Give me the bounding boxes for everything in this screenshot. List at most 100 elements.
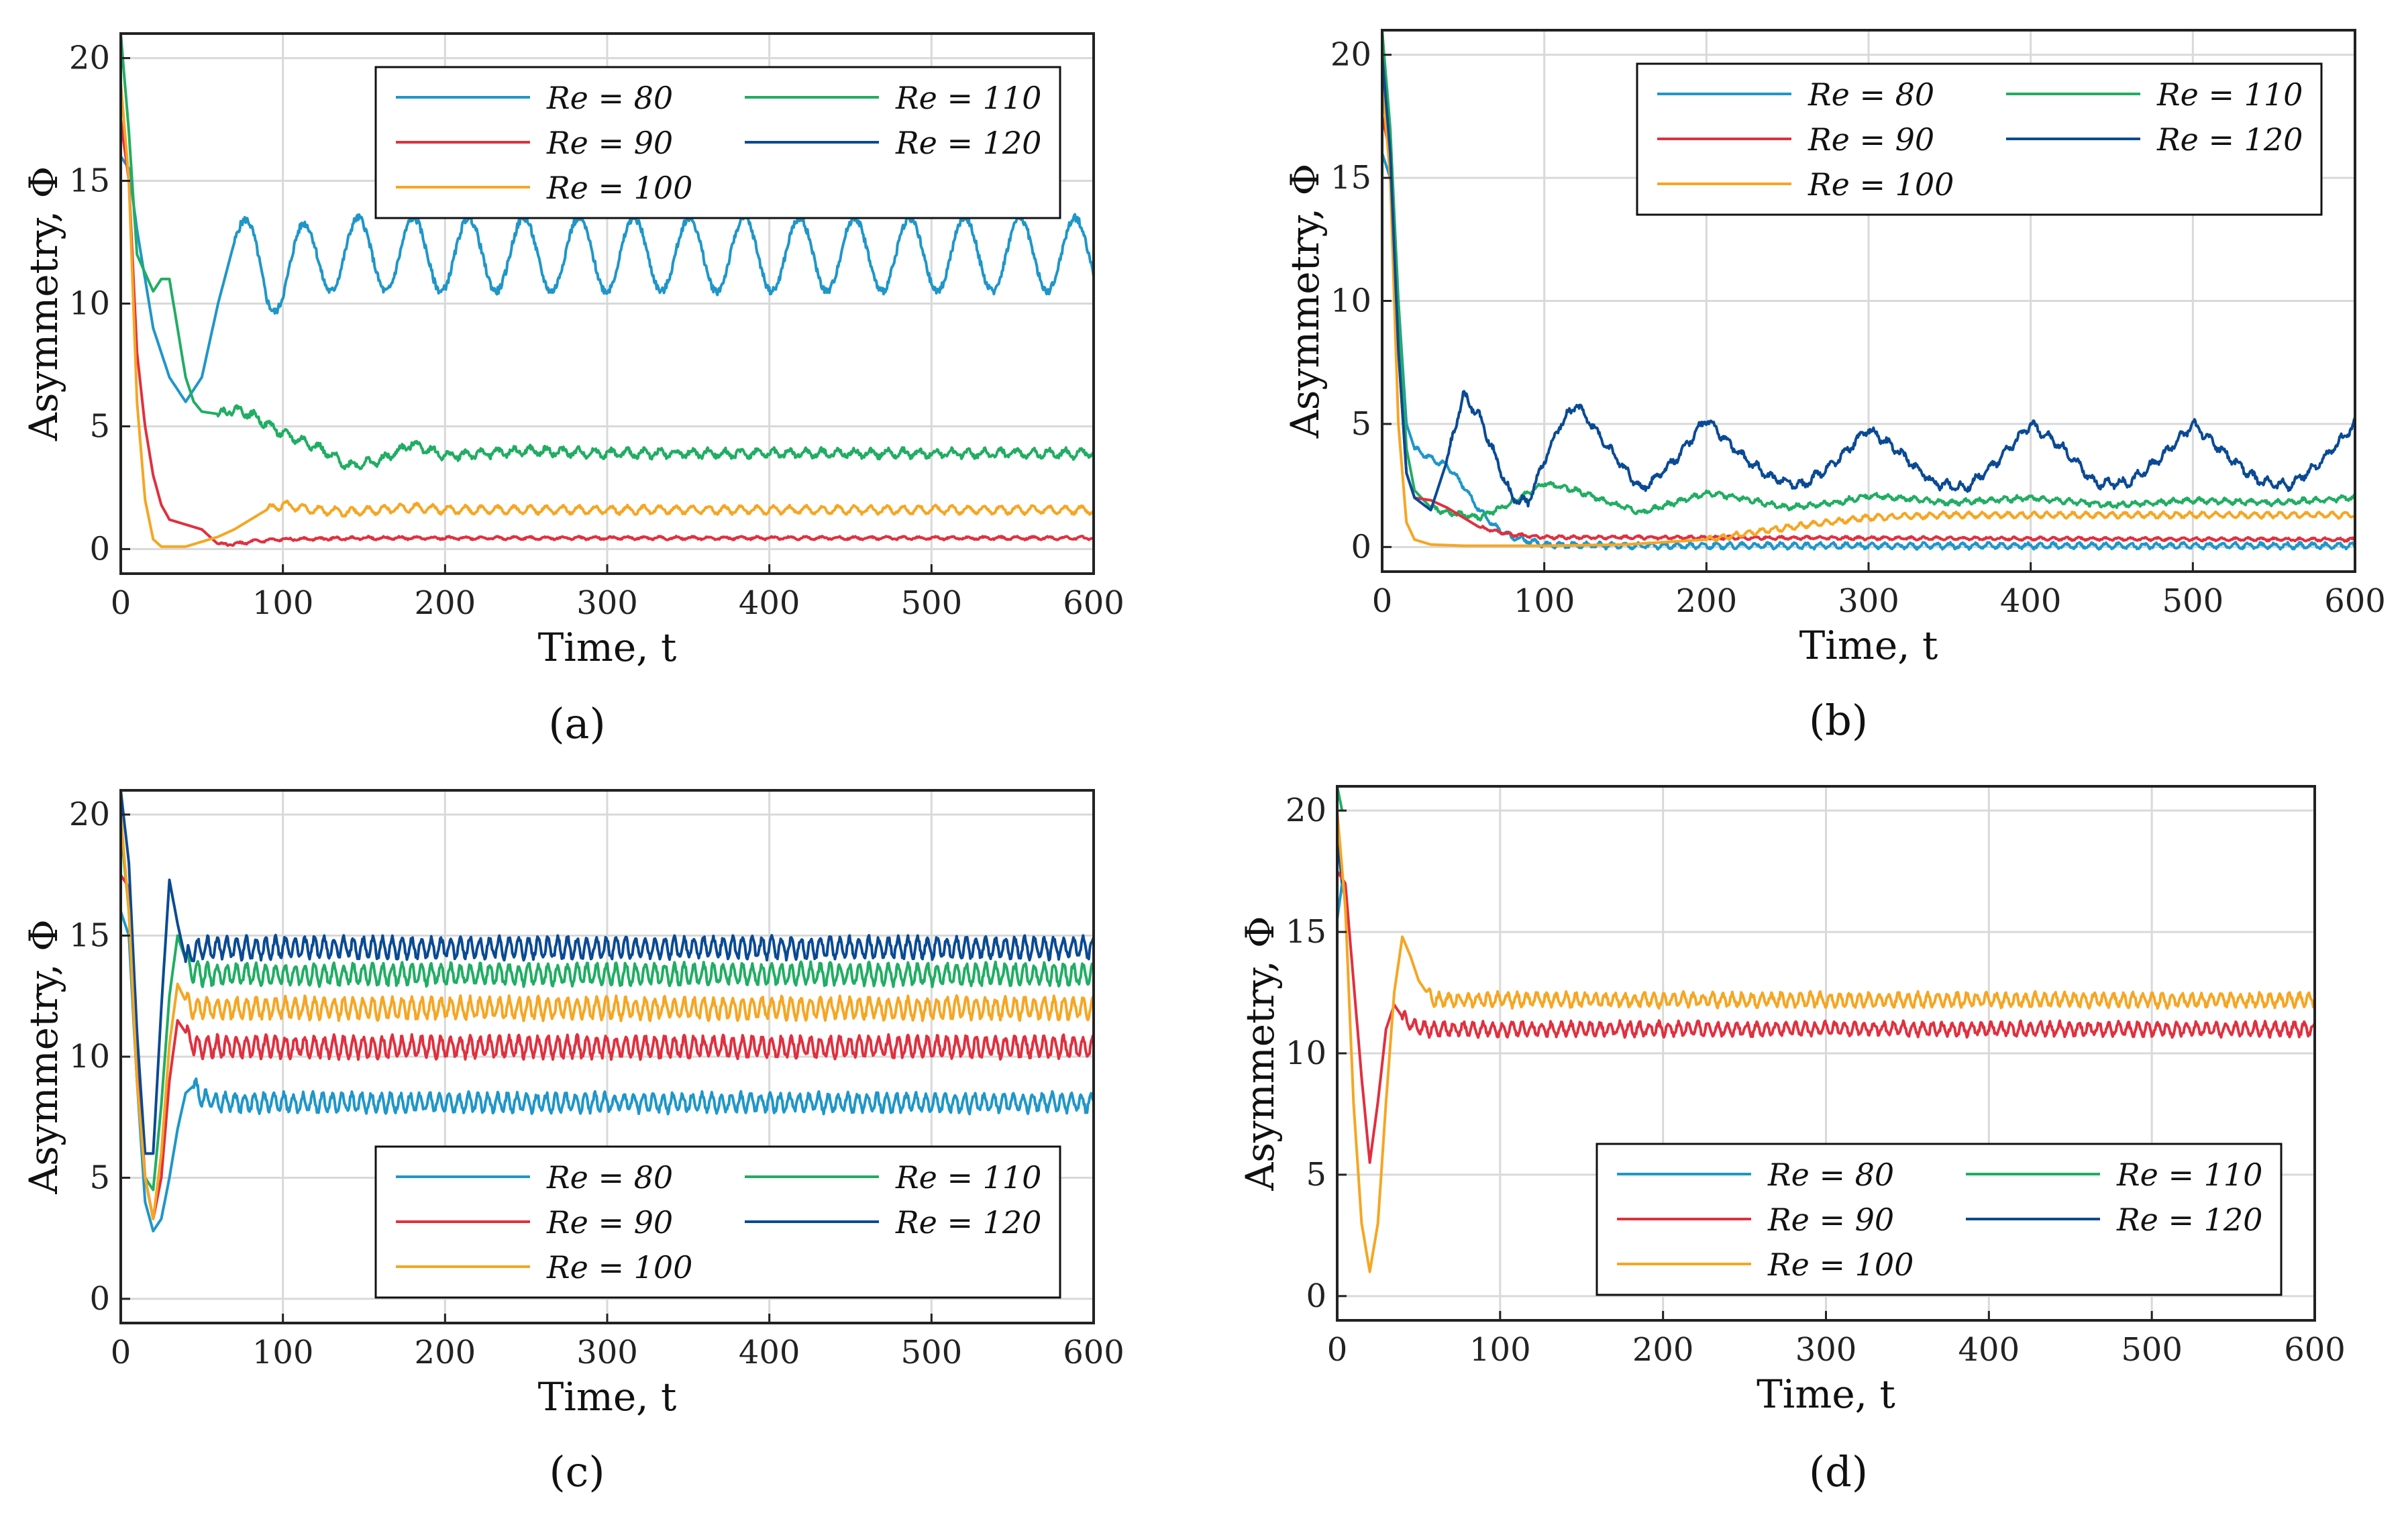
x-tick-label: 200: [1632, 1331, 1694, 1369]
x-axis-label: Time, t: [538, 625, 677, 670]
x-axis-label: Time, t: [538, 1374, 677, 1420]
y-tick-label: 0: [89, 1280, 110, 1318]
x-tick-label: 200: [415, 584, 476, 622]
y-axis-label: Asymmetry, Φ: [1282, 164, 1328, 439]
x-tick-label: 400: [739, 584, 800, 622]
legend: Re = 80 Re = 110 Re = 90 Re = 120 Re = 100: [374, 66, 1061, 219]
x-tick-label: 600: [1063, 1334, 1124, 1371]
x-tick-label: 600: [2284, 1331, 2346, 1369]
x-tick-label: 0: [111, 584, 132, 622]
panel-c: 0 100 200 300 400 500 600 0 5 10 15 20 Time, t Asymme…: [21, 789, 1124, 1496]
series-line-re100: [121, 814, 1094, 1220]
series-group: [121, 34, 1094, 548]
legend-label: Re = 100: [546, 170, 692, 206]
panel-a: 0 100 200 300 400 500 600 0 5 10 15 20 Time, t Asymme…: [21, 32, 1124, 748]
y-tick-label: 5: [89, 407, 110, 445]
series-line-re90: [121, 119, 1094, 547]
series-line-re120: [1382, 54, 2355, 512]
legend-label: Re = 100: [1767, 1247, 1914, 1283]
x-tick-label: 200: [415, 1334, 476, 1371]
legend: Re = 80 Re = 110 Re = 90 Re = 120 Re = 100: [374, 1145, 1061, 1299]
panel-caption: (a): [548, 699, 605, 748]
y-tick-label: 10: [69, 1038, 110, 1075]
series-group: [121, 790, 1094, 1232]
legend-label: Re = 80: [546, 80, 673, 116]
series-line-re100: [121, 83, 1094, 548]
x-tick-label: 100: [252, 584, 314, 622]
y-tick-label: 0: [89, 530, 110, 568]
x-tick-label: 600: [1063, 584, 1124, 622]
y-axis-label: Asymmetry, Φ: [1237, 916, 1283, 1191]
x-axis-label: Time, t: [1799, 623, 1938, 668]
x-tick-label: 0: [111, 1334, 132, 1371]
series-line-re100: [1337, 810, 2315, 1273]
y-tick-label: 20: [1286, 792, 1326, 829]
legend-label: Re = 90: [1767, 1202, 1894, 1238]
legend-label: Re = 100: [1808, 166, 1954, 203]
legend-label: Re = 90: [546, 125, 673, 161]
x-tick-label: 0: [1327, 1331, 1348, 1369]
x-tick-label: 400: [1958, 1331, 2020, 1369]
x-tick-label: 0: [1372, 582, 1393, 620]
y-axis-label: Asymmetry, Φ: [21, 919, 66, 1194]
y-tick-label: 0: [1351, 528, 1371, 566]
legend-label: Re = 120: [895, 125, 1041, 161]
legend-label: Re = 80: [546, 1159, 673, 1196]
x-tick-label: 500: [2162, 582, 2224, 620]
x-tick-label: 400: [739, 1334, 800, 1371]
x-tick-label: 300: [576, 584, 638, 622]
y-axis-label: Asymmetry, Φ: [21, 166, 66, 441]
series-line-re110: [121, 826, 1094, 1192]
x-tick-label: 500: [901, 1334, 963, 1371]
panel-caption: (d): [1809, 1447, 1868, 1496]
series-line-re90: [1382, 115, 2355, 543]
legend-label: Re = 120: [2116, 1202, 2262, 1238]
legend-label: Re = 110: [2156, 76, 2303, 113]
y-tick-label: 15: [1286, 913, 1326, 951]
series-line-re100: [1382, 79, 2355, 547]
legend-label: Re = 110: [2116, 1157, 2262, 1193]
series-line-re90: [121, 874, 1094, 1220]
y-tick-label: 15: [69, 162, 110, 200]
series-line-re110: [121, 34, 1094, 470]
series-line-re110: [1382, 30, 2355, 522]
y-tick-label: 10: [69, 285, 110, 323]
legend-label: Re = 110: [895, 80, 1041, 116]
x-tick-label: 100: [1469, 1331, 1531, 1369]
x-axis-label: Time, t: [1757, 1371, 1895, 1417]
y-tick-label: 5: [1306, 1156, 1326, 1194]
legend-label: Re = 80: [1808, 76, 1934, 113]
y-tick-label: 10: [1330, 282, 1371, 320]
panel-caption: (b): [1809, 696, 1868, 745]
x-tick-label: 400: [2000, 582, 2062, 620]
y-tick-label: 15: [69, 917, 110, 955]
x-tick-label: 200: [1676, 582, 1738, 620]
x-tick-label: 300: [576, 1334, 638, 1371]
legend-box: [374, 66, 1061, 219]
series-group: [1382, 30, 2355, 551]
series-line-re120: [121, 790, 1094, 1155]
y-tick-label: 5: [89, 1159, 110, 1196]
legend-label: Re = 80: [1767, 1157, 1894, 1193]
y-tick-label: 20: [1330, 36, 1371, 74]
legend-label: Re = 90: [546, 1204, 673, 1241]
x-tick-label: 100: [1514, 582, 1575, 620]
panel-b: 0 100 200 300 400 500 600 0 5 10 15 20 Time, t Asymme…: [1282, 29, 2386, 745]
x-tick-label: 300: [1838, 582, 1899, 620]
y-tick-label: 10: [1286, 1035, 1326, 1072]
series-line-re80: [121, 910, 1094, 1232]
legend-label: Re = 110: [895, 1159, 1041, 1196]
x-tick-label: 300: [1795, 1331, 1857, 1369]
y-tick-label: 20: [69, 796, 110, 833]
y-tick-label: 20: [69, 40, 110, 77]
legend-label: Re = 100: [546, 1249, 692, 1285]
legend: Re = 80 Re = 110 Re = 90 Re = 120 Re = 100: [1636, 62, 2323, 216]
legend-label: Re = 120: [2156, 121, 2303, 158]
series-line-re90: [1337, 870, 2315, 1164]
legend: Re = 80 Re = 110 Re = 90 Re = 120 Re = 100: [1595, 1143, 2283, 1296]
x-tick-label: 100: [252, 1334, 314, 1371]
legend-label: Re = 90: [1808, 121, 1934, 158]
panel-d: 0 100 200 300 400 500 600 0 5 10 15 20 Time, t Asymme…: [1237, 785, 2346, 1496]
y-tick-label: 5: [1351, 405, 1371, 443]
